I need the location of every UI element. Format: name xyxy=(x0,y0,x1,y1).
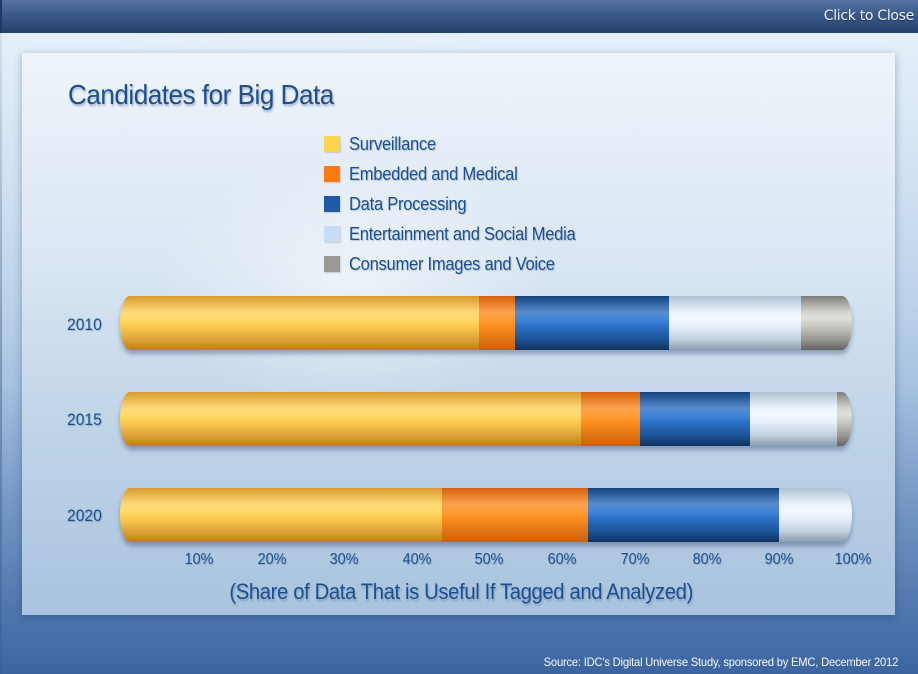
x-tick: 80% xyxy=(692,551,722,568)
close-button[interactable]: Click to Close xyxy=(823,8,915,24)
legend-item-surveillance: Surveillance xyxy=(324,129,595,159)
bar-2020 xyxy=(120,488,852,542)
x-tick: 60% xyxy=(547,551,577,568)
segment-entertainment-social xyxy=(778,488,852,542)
segment-embedded-medical xyxy=(478,296,516,350)
x-tick: 20% xyxy=(257,551,287,568)
segment-consumer-images xyxy=(800,296,852,350)
segment-data-processing xyxy=(515,296,669,350)
legend-swatch-embedded xyxy=(324,166,340,182)
x-axis-label: (Share of Data That is Useful If Tagged … xyxy=(229,579,693,604)
segment-data-processing xyxy=(639,392,750,446)
row-label-2015: 2015 xyxy=(67,410,102,429)
row-label-2010: 2010 xyxy=(67,315,102,334)
x-tick: 90% xyxy=(764,551,794,568)
legend: Surveillance Embedded and Medical Data P… xyxy=(324,129,595,279)
legend-label: Entertainment and Social Media xyxy=(349,223,576,244)
title-bar: Click to Close xyxy=(0,0,918,33)
x-tick: 100% xyxy=(834,551,872,568)
row-label-2020: 2020 xyxy=(67,506,102,525)
legend-swatch-entertainment xyxy=(324,226,340,242)
segment-embedded-medical xyxy=(442,488,589,542)
bar-2010 xyxy=(120,296,852,350)
legend-label: Surveillance xyxy=(349,133,436,154)
legend-label: Data Processing xyxy=(349,193,467,214)
legend-item-data-processing: Data Processing xyxy=(324,189,595,219)
x-axis-ticks: 10% 20% 30% 40% 50% 60% 70% 80% 90% 100% xyxy=(22,551,895,573)
segment-surveillance xyxy=(120,392,582,446)
source-note: Source: IDC's Digital Universe Study, sp… xyxy=(543,655,899,669)
segment-entertainment-social xyxy=(749,392,838,446)
segment-surveillance xyxy=(120,488,443,542)
chart-panel: Candidates for Big Data Surveillance Emb… xyxy=(22,53,895,615)
x-tick: 50% xyxy=(474,551,504,568)
bar-2015 xyxy=(120,392,852,446)
legend-item-embedded: Embedded and Medical xyxy=(324,159,595,189)
segment-data-processing xyxy=(588,488,780,542)
legend-item-entertainment: Entertainment and Social Media xyxy=(324,219,595,249)
segment-consumer-images xyxy=(837,392,852,446)
x-tick: 30% xyxy=(329,551,359,568)
legend-swatch-consumer xyxy=(324,256,340,272)
chart-title: Candidates for Big Data xyxy=(68,79,334,110)
segment-embedded-medical xyxy=(581,392,640,446)
x-tick: 10% xyxy=(184,551,214,568)
legend-label: Consumer Images and Voice xyxy=(349,253,555,274)
x-tick: 70% xyxy=(620,551,650,568)
legend-label: Embedded and Medical xyxy=(349,163,518,184)
x-tick: 40% xyxy=(402,551,432,568)
legend-swatch-surveillance xyxy=(324,136,340,152)
segment-surveillance xyxy=(120,296,479,350)
legend-item-consumer: Consumer Images and Voice xyxy=(324,249,595,279)
segment-entertainment-social xyxy=(668,296,801,350)
legend-swatch-data-processing xyxy=(324,196,340,212)
